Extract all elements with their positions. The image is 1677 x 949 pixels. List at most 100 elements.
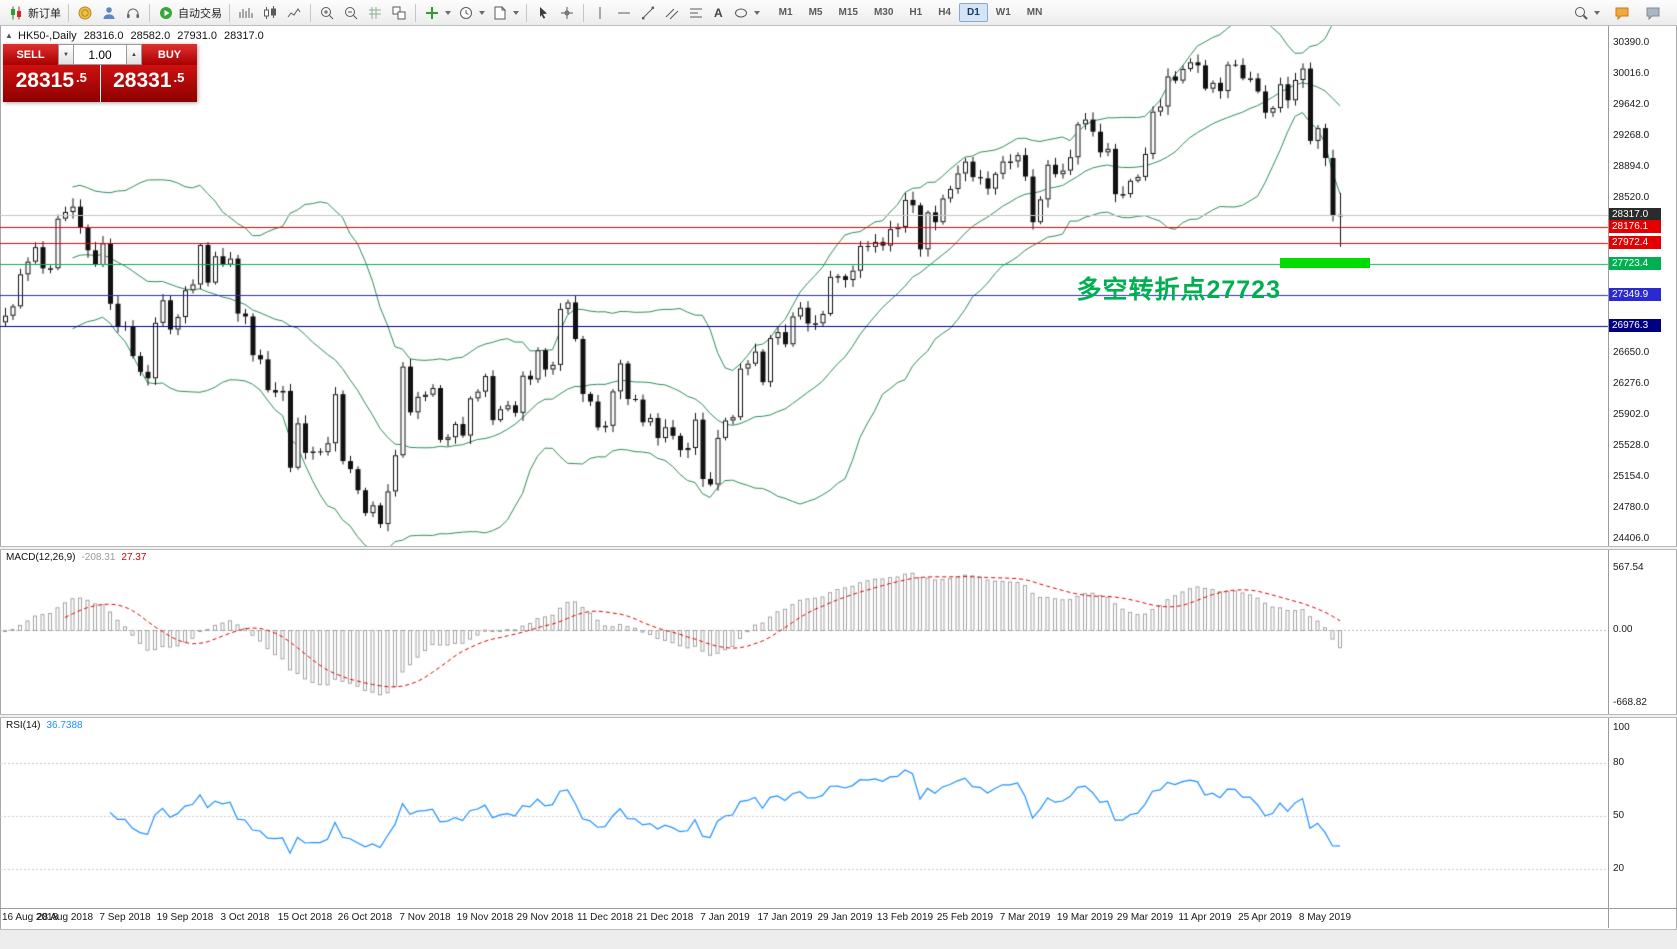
timeframe-m1-button[interactable]: M1 [778,7,793,18]
zoom-out-button[interactable] [339,2,363,23]
turning-point-annotation[interactable]: 多空转折点27723 [1076,276,1281,304]
volume-decrement-button[interactable]: ▼ [58,44,74,65]
candlestick-mode-button[interactable] [258,2,282,23]
price-axis-marker: 27349.9 [1609,287,1661,301]
tile-windows-button[interactable] [387,2,411,23]
timeframe-mn-button[interactable]: MN [1026,7,1043,18]
sell-price-display[interactable]: 28315 .5 [3,65,100,102]
vertical-line-tool-button[interactable] [588,2,612,23]
toolbar: 新订单 自动交易 [0,0,1677,26]
volume-input[interactable] [74,44,126,65]
price-axis-border [1608,26,1609,928]
price-axis-label: 26276.0 [1613,378,1650,389]
chart-symbol-label: HK50-,Daily [18,30,77,42]
chat-bubble-icon [1613,4,1631,21]
text-tool-button[interactable]: A [708,4,729,22]
dropdown-arrow-icon [753,10,760,15]
shapes-tool-button[interactable] [729,2,763,23]
highlight-rectangle[interactable] [1280,258,1370,269]
time-axis-label: 16 Aug 2018 [2,912,59,923]
bar-chart-mode-button[interactable] [234,2,258,23]
new-order-button[interactable]: 新订单 [4,2,64,23]
template-button[interactable] [488,2,522,23]
line-chart-icon [285,4,303,21]
macd-main-value: -208.31 [81,552,116,563]
timeframe-d1-button[interactable]: D1 [958,3,988,22]
buy-price-frac: .5 [173,70,185,85]
time-axis-label: 3 Oct 2018 [220,912,270,923]
auto-trading-button[interactable]: 自动交易 [154,2,225,23]
macd-axis-label: 0.00 [1613,624,1633,635]
community-chat-button[interactable] [1610,2,1634,23]
grid-toggle-button[interactable] [363,2,387,23]
volume-increment-button[interactable]: ▲ [126,44,142,65]
fibonacci-tool-button[interactable] [684,2,708,23]
text-tool-icon: A [714,5,723,20]
time-axis-label: 25 Apr 2019 [1238,912,1292,923]
timeframe-h4-button[interactable]: H4 [938,7,951,18]
price-axis-label: 28894.0 [1613,161,1650,172]
price-axis-label: 30016.0 [1613,68,1650,79]
buy-price-display[interactable]: 28331 .5 [100,65,197,102]
search-button[interactable] [1569,2,1603,23]
deposit-button[interactable] [73,2,97,23]
cursor-tool-button[interactable] [531,2,555,23]
messages-button[interactable] [1641,2,1665,23]
candlestick-chart-icon [261,4,279,21]
rsi-panel-divider[interactable] [0,714,1677,718]
toolbar-separator [68,3,69,22]
time-axis-label: 25 Feb 2019 [936,912,994,923]
timeframe-m15-button[interactable]: M15 [838,7,858,18]
horizontal-line-tool-button[interactable] [612,2,636,23]
zoom-in-button[interactable] [315,2,339,23]
time-axis-label: 11 Dec 2018 [577,912,633,923]
account-button[interactable] [97,2,121,23]
ohlc-close: 28317.0 [223,30,264,42]
price-axis-label: 26650.0 [1613,347,1650,358]
macd-signal-value: 27.37 [121,552,147,563]
price-axis-marker: 28317.0 [1609,207,1661,221]
bar-chart-icon [237,4,255,21]
toolbar-separator [583,3,584,22]
search-icon [1572,4,1590,21]
toolbar-separator [149,3,150,22]
rsi-axis-label: 50 [1613,810,1625,821]
channel-tool-button[interactable] [660,2,684,23]
time-axis-label: 29 Mar 2019 [1116,912,1174,923]
fibonacci-icon [687,4,705,21]
price-axis-marker: 27972.4 [1609,236,1661,250]
timeframe-m30-button[interactable]: M30 [873,7,894,18]
collapse-trade-panel-icon[interactable]: ▲ [5,31,13,40]
price-axis-marker: 26976.3 [1609,318,1661,332]
dropdown-arrow-icon [479,10,485,15]
trendline-tool-button[interactable] [636,2,660,23]
rsi-axis-label: 80 [1613,757,1625,769]
ohlc-low: 27931.0 [177,30,217,42]
indicators-button[interactable] [420,2,454,23]
support-button[interactable] [121,2,145,23]
period-button[interactable] [454,2,488,23]
time-axis-label: 19 Mar 2019 [1056,912,1114,923]
timeframe-h1-button[interactable]: H1 [909,7,923,18]
rsi-name: RSI(14) [6,720,41,731]
timeframe-w1-button[interactable]: W1 [995,7,1011,18]
indicators-add-icon [423,4,441,21]
price-axis-label: 25154.0 [1613,471,1650,482]
macd-panel-divider[interactable] [0,546,1677,550]
crosshair-tool-button[interactable] [555,2,579,23]
time-axis-border [0,908,1677,909]
buy-button[interactable]: BUY [142,44,197,65]
ohlc-open: 28316.0 [83,30,124,42]
time-axis-label: 11 Apr 2019 [1178,912,1232,923]
headset-icon [124,4,142,21]
price-axis-label: 28520.0 [1613,192,1650,203]
line-chart-mode-button[interactable] [282,2,306,23]
time-axis-label: 13 Feb 2019 [876,912,934,923]
price-axis-label: 24406.0 [1613,533,1650,544]
rsi-axis-label: 20 [1613,862,1625,874]
macd-axis-label: 567.54 [1613,562,1644,574]
ohlc-high: 28582.0 [130,30,171,42]
sell-button[interactable]: SELL [3,44,58,65]
timeframe-m5-button[interactable]: M5 [808,7,823,18]
